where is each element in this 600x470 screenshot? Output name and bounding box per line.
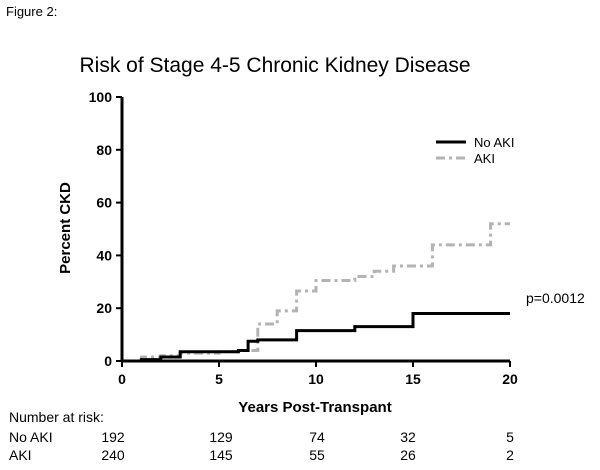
x-tick-label: 5 xyxy=(215,371,223,387)
x-tick-label: 20 xyxy=(502,371,518,387)
series-no-aki xyxy=(122,311,510,363)
series-aki xyxy=(122,222,510,363)
x-tick-label: 0 xyxy=(118,371,126,387)
x-tick-label: 10 xyxy=(308,371,324,387)
chart-title: Risk of Stage 4-5 Chronic Kidney Disease xyxy=(79,54,470,77)
x-tick-label: 15 xyxy=(405,371,421,387)
y-tick-label: 0 xyxy=(104,353,112,369)
y-axis-title: Percent CKD xyxy=(57,182,74,274)
y-tick-label: 20 xyxy=(96,300,112,316)
y-tick-label: 100 xyxy=(89,89,113,105)
x-axis-title: Years Post-Transpant xyxy=(238,399,391,416)
y-tick-label: 80 xyxy=(96,142,112,158)
legend-label-aki: AKI xyxy=(474,151,495,166)
legend-label-no-aki: No AKI xyxy=(474,135,514,150)
figure-label: Figure 2: xyxy=(6,4,58,19)
p-value-annotation: p=0.0012 xyxy=(526,290,585,306)
y-tick-label: 60 xyxy=(96,195,112,211)
legend: No AKI AKI xyxy=(436,135,514,166)
y-tick-label: 40 xyxy=(96,247,112,263)
